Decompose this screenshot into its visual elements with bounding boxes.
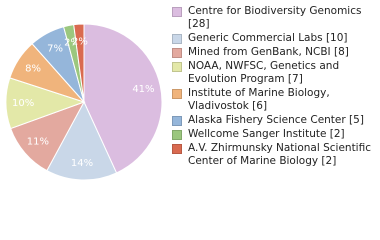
slice-label: 2%	[64, 37, 80, 48]
slice-label: 14%	[71, 158, 93, 169]
legend-label: Generic Commercial Labs [10]	[188, 32, 348, 44]
legend-swatch	[172, 48, 182, 58]
legend-swatch	[172, 7, 182, 17]
slice-label: 8%	[25, 64, 41, 75]
legend-entry: Generic Commercial Labs [10]	[172, 32, 377, 45]
pie-slice	[73, 23, 85, 103]
legend-swatch	[172, 116, 182, 126]
legend-label: Centre for Biodiversity Genomics [28]	[188, 5, 362, 30]
legend: Centre for Biodiversity Genomics [28] Gen…	[172, 5, 377, 169]
legend-swatch	[172, 89, 182, 99]
legend-entry: Alaska Fishery Science Center [5]	[172, 114, 377, 127]
slice-label: 41%	[132, 84, 154, 95]
slice-label: 2%	[72, 36, 88, 47]
legend-label: Institute of Marine Biology, Vladivostok…	[188, 87, 330, 112]
legend-entry: Wellcome Sanger Institute [2]	[172, 128, 377, 141]
legend-label: Alaska Fishery Science Center [5]	[188, 114, 364, 126]
legend-label: Wellcome Sanger Institute [2]	[188, 128, 345, 140]
legend-entry: NOAA, NWFSC, Genetics and Evolution Prog…	[172, 60, 377, 86]
legend-swatch	[172, 34, 182, 44]
legend-entry: Centre for Biodiversity Genomics [28]	[172, 5, 377, 31]
slice-label: 7%	[47, 43, 63, 54]
legend-entry: Mined from GenBank, NCBI [8]	[172, 46, 377, 59]
legend-label: Mined from GenBank, NCBI [8]	[188, 46, 349, 58]
legend-swatch	[172, 62, 182, 72]
legend-swatch	[172, 144, 182, 154]
slice-label: 10%	[12, 98, 34, 109]
pie-slice	[83, 23, 163, 174]
pie-slice	[46, 100, 118, 181]
pie-chart: 41%14%11%10%8%7%2%2%	[5, 23, 163, 181]
legend-label: NOAA, NWFSC, Genetics and Evolution Prog…	[188, 60, 340, 85]
slice-label: 11%	[27, 137, 49, 148]
legend-swatch	[172, 130, 182, 140]
legend-entry: Institute of Marine Biology, Vladivostok…	[172, 87, 377, 113]
legend-label: A.V. Zhirmunsky National Scientific Cent…	[188, 142, 371, 167]
legend-entry: A.V. Zhirmunsky National Scientific Cent…	[172, 142, 377, 168]
